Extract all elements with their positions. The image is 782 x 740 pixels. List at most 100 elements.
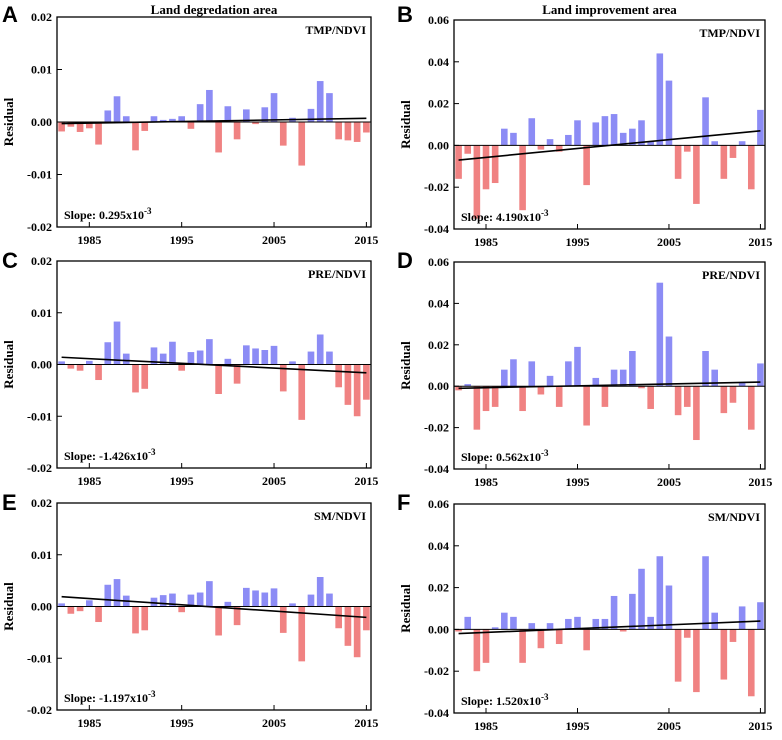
bar	[519, 386, 526, 412]
bar	[335, 122, 342, 140]
bar	[546, 139, 554, 146]
bar	[555, 386, 563, 407]
y-tick-label: -0.02	[27, 461, 52, 475]
slope-exponent: -3	[541, 208, 549, 218]
series-label: SM/NDVI	[314, 509, 366, 523]
bar	[702, 556, 709, 630]
x-tick-label: 1995	[170, 474, 194, 488]
bar	[270, 345, 278, 365]
x-tick-label: 1985	[77, 233, 101, 247]
bar	[132, 122, 139, 151]
bar	[252, 590, 259, 607]
bar	[215, 606, 222, 636]
x-tick-label: 2005	[657, 475, 681, 489]
bar	[565, 361, 572, 387]
y-tick-label: 0.02	[31, 496, 52, 510]
y-tick-label: 0.02	[428, 581, 449, 595]
bar	[510, 359, 517, 387]
y-tick-label: -0.01	[27, 651, 52, 665]
column-title: Land degredation area	[151, 2, 278, 17]
bar	[747, 629, 755, 697]
bar	[455, 629, 462, 632]
bar	[565, 134, 572, 146]
bar	[501, 369, 508, 387]
bar	[122, 353, 130, 365]
bar	[519, 145, 526, 211]
bar	[647, 616, 654, 630]
bar	[638, 568, 645, 630]
series-label: PRE/NDVI	[308, 267, 366, 281]
panel-letter: A	[2, 2, 18, 27]
y-tick-label: -0.01	[27, 409, 52, 423]
bar	[169, 341, 176, 365]
slope-annotation: Slope: -1.426x10-3	[64, 447, 156, 463]
x-tick-label: 1995	[565, 475, 589, 489]
bar	[711, 141, 718, 146]
bar	[298, 606, 306, 662]
panel-f: -0.04 -0.02 0.00 0.02 0.04 0.06 1985 1995 2005 20…	[397, 490, 772, 733]
y-tick-label: 0.00	[428, 379, 449, 393]
slope-exponent: -3	[148, 689, 156, 699]
bar	[150, 116, 158, 122]
bar	[196, 592, 204, 607]
slope-text: Slope: 0.295x10	[64, 208, 144, 222]
bar	[58, 122, 65, 132]
bar	[610, 595, 618, 630]
bar	[583, 386, 590, 426]
y-tick-label: 0.01	[31, 63, 52, 77]
slope-text: Slope: 0.562x10	[461, 450, 541, 464]
bar	[95, 122, 102, 145]
bar	[316, 334, 324, 365]
bar	[537, 629, 545, 649]
bar	[482, 145, 490, 190]
y-tick-label: 0.00	[428, 622, 449, 636]
slope-exponent: -3	[148, 447, 156, 457]
bar	[619, 369, 627, 387]
bar	[729, 629, 737, 642]
bar	[656, 282, 664, 387]
bar	[289, 603, 296, 607]
bar	[464, 384, 472, 387]
bar	[353, 122, 361, 142]
bar	[344, 122, 352, 141]
bar	[729, 386, 737, 403]
bar	[307, 351, 315, 365]
y-tick-label: -0.02	[424, 421, 449, 435]
bar	[610, 114, 618, 146]
bar	[150, 347, 158, 365]
bar	[150, 597, 158, 607]
panel-c: -0.02 -0.01 0.00 0.01 0.02 1985 1995 2005 2015 Re…	[1, 248, 378, 488]
panel-letter: C	[2, 248, 18, 273]
y-axis-label: Residual	[1, 97, 16, 146]
bar	[178, 116, 185, 122]
bar	[482, 386, 490, 412]
bar	[113, 321, 121, 365]
x-tick-label: 1985	[77, 716, 101, 730]
bar	[95, 364, 102, 381]
bar	[132, 606, 139, 634]
bar	[592, 618, 600, 630]
x-tick-label: 1995	[170, 716, 194, 730]
series-label: PRE/NDVI	[702, 268, 760, 282]
y-tick-label: 0.04	[428, 539, 449, 553]
bar	[206, 581, 213, 607]
panel-b: -0.04 -0.02 0.00 0.02 0.04 0.06 1985 1995 2005 20…	[397, 2, 772, 249]
bar	[601, 386, 609, 407]
bar	[738, 606, 746, 630]
slope-annotation: Slope: 1.520x10-3	[461, 692, 549, 708]
bar	[363, 364, 370, 400]
y-axis-label: Residual	[1, 582, 16, 631]
bar	[757, 109, 764, 146]
bar	[224, 358, 232, 365]
bar	[141, 606, 149, 631]
x-tick-label: 2015	[748, 235, 772, 249]
y-axis-label: Residual	[398, 584, 413, 633]
bar	[619, 629, 627, 632]
bar	[353, 364, 361, 417]
bar	[344, 606, 352, 646]
bar	[665, 585, 673, 630]
bar	[629, 351, 636, 387]
bar	[95, 606, 102, 623]
x-tick-label: 1985	[77, 474, 101, 488]
bar	[233, 122, 241, 140]
